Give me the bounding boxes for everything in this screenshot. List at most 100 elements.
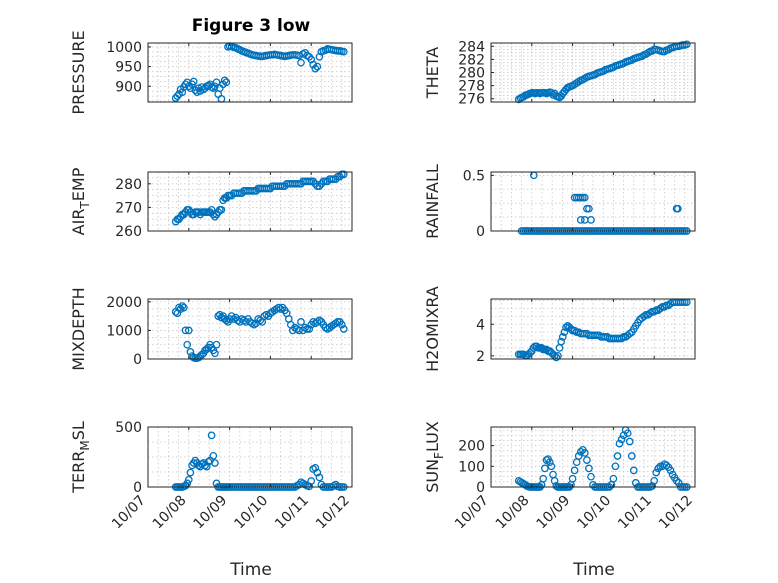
data-point [211,349,219,358]
data-point [539,474,548,483]
data-point [297,58,305,67]
data-point [640,312,648,321]
data-point [337,320,346,329]
data-point [674,479,683,487]
data-point [587,216,595,224]
data-point [217,205,226,214]
data-point [313,62,322,71]
x-tick-label: 10/12 [313,493,353,533]
data-point [576,216,585,224]
data-point [609,474,618,483]
data-point [207,431,216,440]
y-tick-label: 0 [476,224,485,240]
y-axis-label: TERRMSL [69,421,92,494]
data-point [572,458,581,467]
data-point [186,84,195,93]
data-point [184,326,193,335]
grid [490,42,696,103]
data-point [212,340,221,349]
data-point [295,51,303,60]
data-point [646,309,654,318]
subplot-h2omixra: 2 4 H2OMIXRA [423,286,696,372]
subplot-sun-flux: 10/07 10/08 10/09 10/10 10/11 10/12 0 100 200 SUN… [423,421,696,532]
y-tick-label: 0 [133,352,142,368]
data-point [211,82,219,91]
data-point [562,323,570,332]
y-tick-label: 0 [133,480,142,496]
data-point [662,461,671,470]
data-point [627,452,636,460]
data-point [654,464,663,473]
subplot-terr-msl: 10/07 10/08 10/09 10/10 10/11 10/12 0 500 TERRMS… [69,420,353,532]
data-point [220,76,229,85]
data-point [545,458,554,467]
data-point [339,47,348,56]
data-point [180,303,188,312]
x-tick-label: 10/08 [493,493,533,533]
data-point [629,466,638,475]
subplot-rainfall: 0 0.5 RAINFALL [423,164,696,240]
data-point [682,40,691,49]
data-point [311,64,320,73]
y-axis-label: MIXDEPTH [69,287,88,370]
y-tick-label: 282 [458,52,485,68]
data-point [339,170,348,179]
grid [147,171,353,232]
data-point [672,476,681,485]
y-tick-label: 276 [458,92,485,108]
subplot-air-temp: 260 270 280 AIRTEMP [69,167,353,240]
data-point [335,172,344,181]
y-axis-label: RAINFALL [423,164,442,239]
x-tick-label: 10/07 [452,493,492,533]
data-point [222,78,231,87]
data-point [183,340,192,349]
data-point [209,451,218,460]
data-point [652,468,661,477]
data-point [611,462,620,471]
data-series [514,298,691,362]
data-series [171,170,348,226]
y-tick-label: 500 [115,420,142,436]
x-tick-label: 10/09 [534,493,574,533]
data-point [615,439,624,448]
data-point [178,302,187,310]
y-tick-label: 280 [458,66,485,82]
data-point [557,337,566,346]
y-tick-label: 1000 [106,323,142,339]
data-point [181,326,190,335]
y-axis-label: H2OMIXRA [423,286,442,372]
y-tick-label: 280 [115,177,142,193]
data-series [514,40,691,104]
data-point [660,303,669,311]
y-tick-label: 0.5 [463,168,485,184]
data-point [580,449,589,457]
data-point [623,429,632,438]
axes-frame [147,42,353,103]
data-point [315,473,324,482]
y-tick-label: 4 [476,317,485,333]
axes-frame [490,298,696,360]
y-tick-label: 284 [458,39,485,55]
data-point [576,447,585,456]
data-point [550,476,559,485]
data-point [674,204,682,213]
data-point [547,462,556,471]
data-point [212,78,221,87]
data-point [274,303,283,312]
data-point [570,326,579,335]
subplot-mixdepth: 0 1000 2000 MIXDEPTH [69,287,353,371]
data-point [295,326,303,335]
y-tick-label: 278 [458,79,485,95]
data-point [301,323,309,332]
x-axis-label-right: Time [572,560,615,580]
data-point [305,325,314,333]
data-point [574,452,583,460]
data-point [580,193,589,202]
data-point [541,464,549,473]
data-point [260,312,269,320]
axes-frame [147,298,353,360]
data-series [171,431,348,491]
